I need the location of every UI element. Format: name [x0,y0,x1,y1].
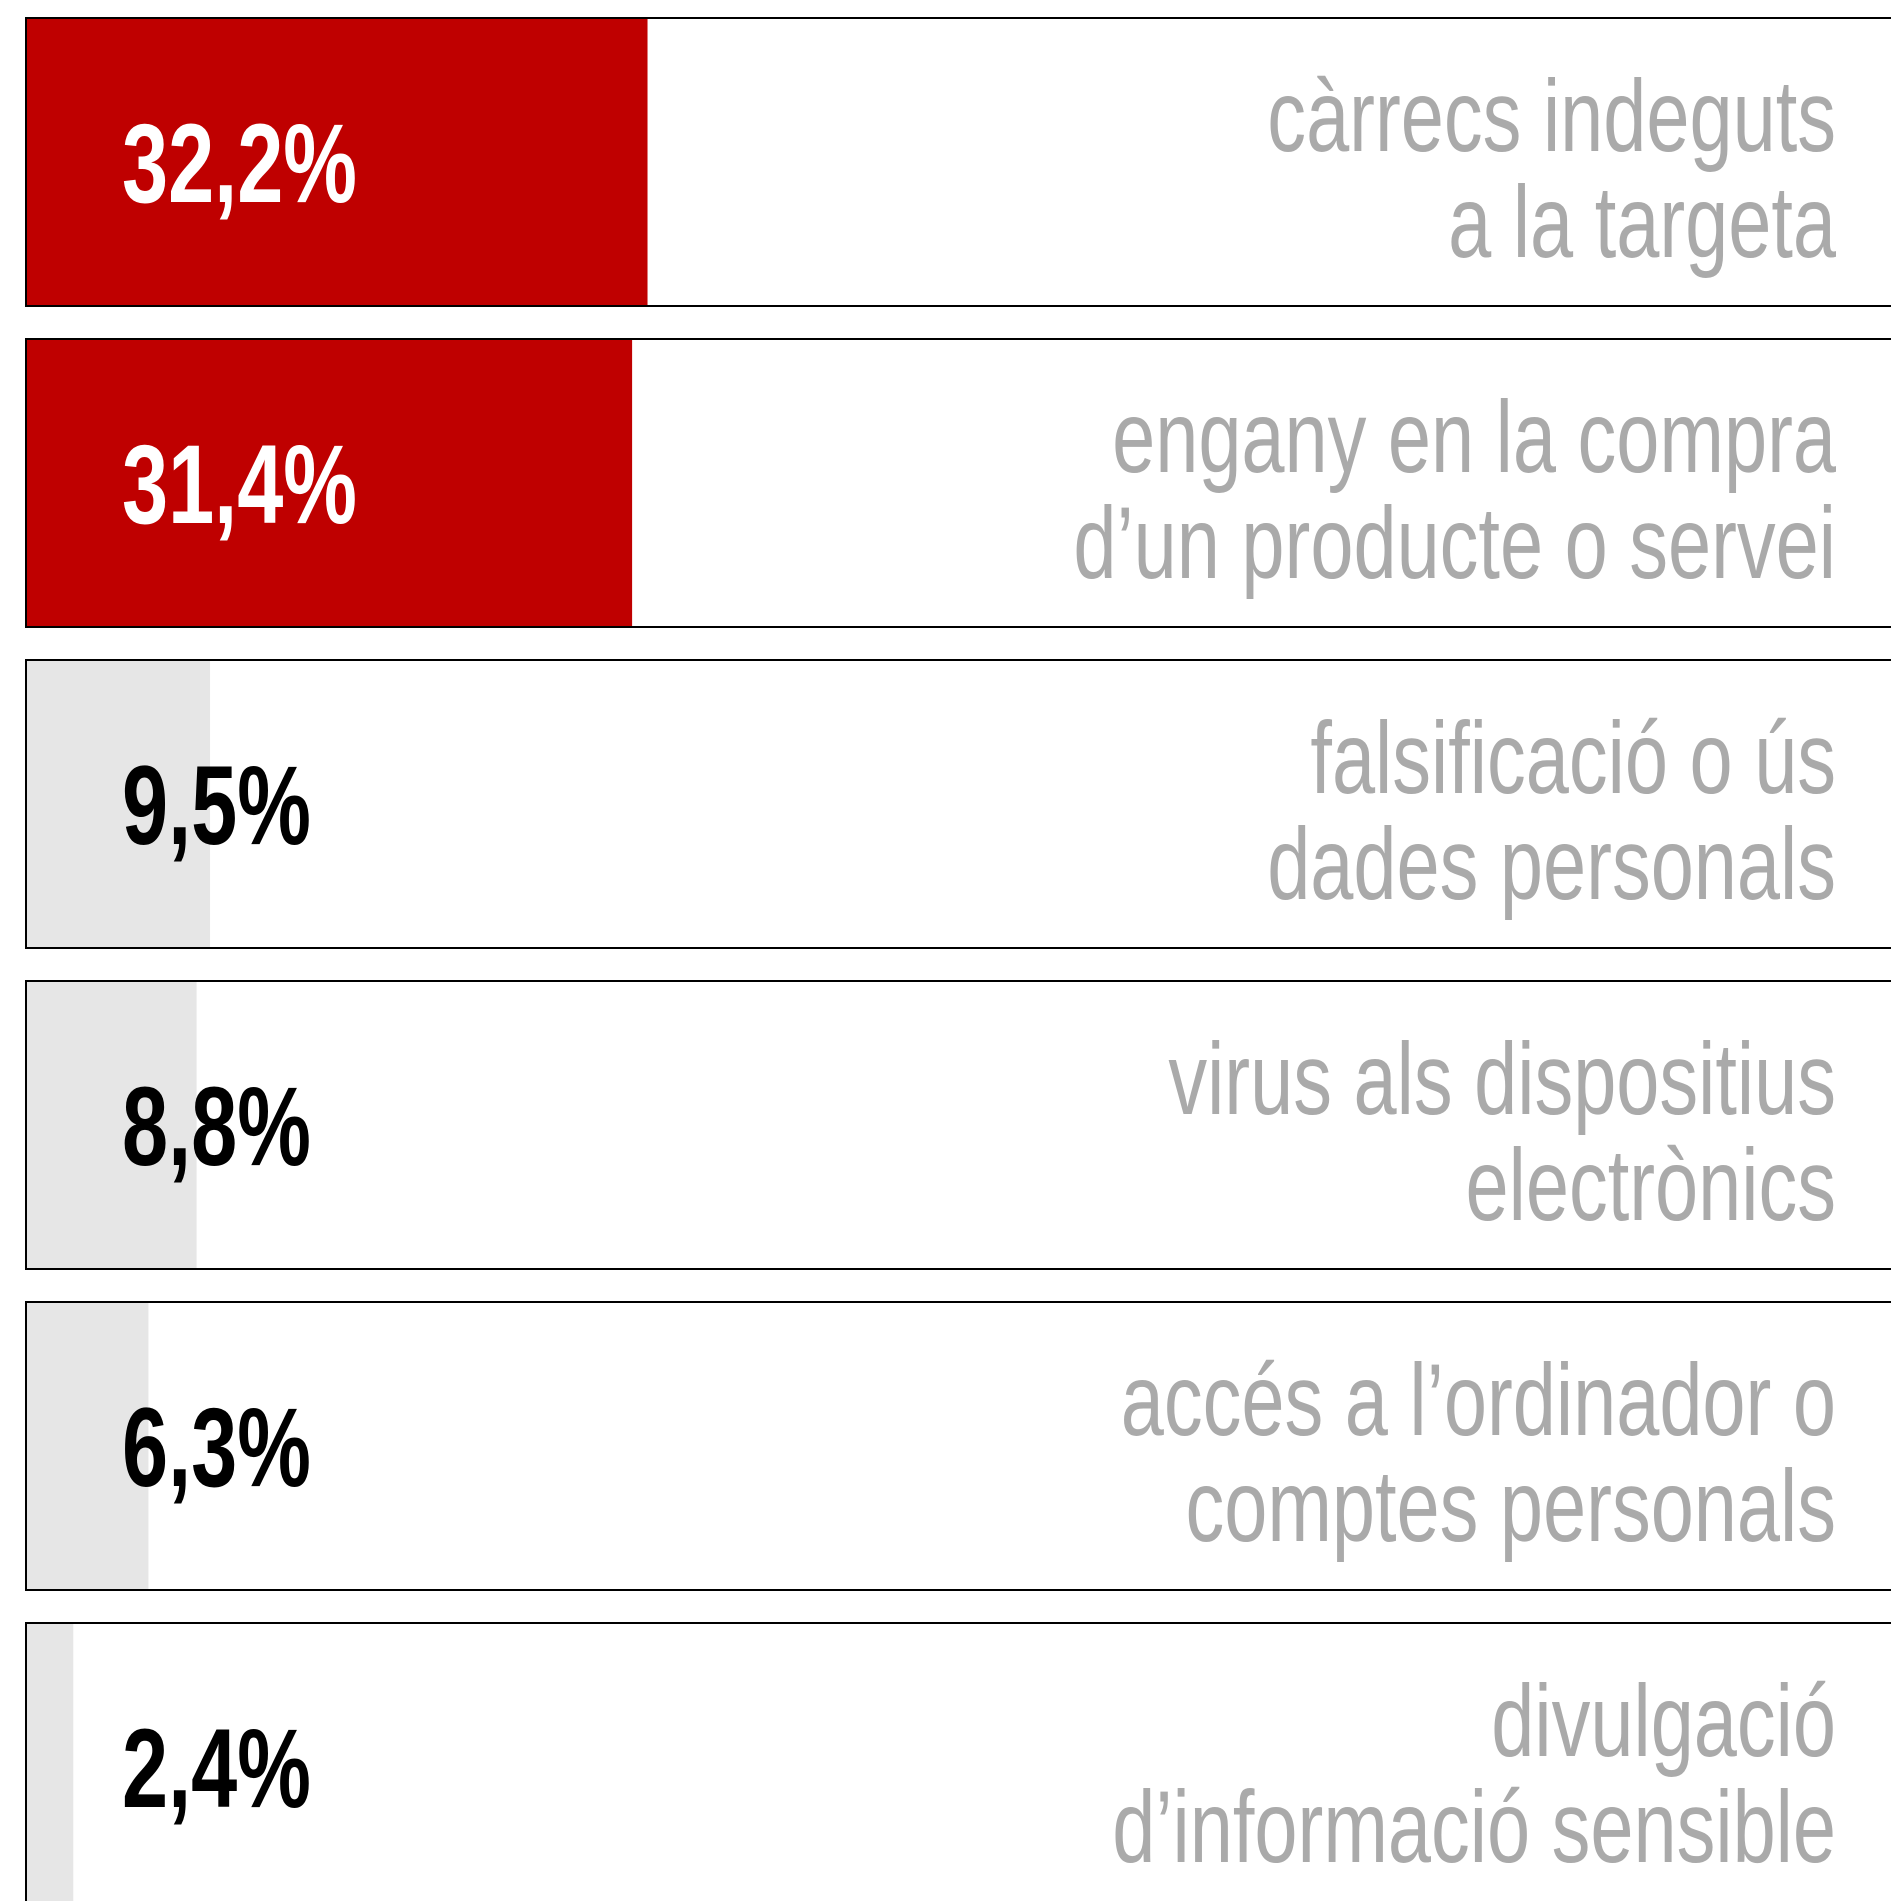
row-frame [25,659,1891,949]
bar [27,340,633,626]
category-label-group: d’un producte o servei [1073,487,1836,601]
category-label: dades personals [1267,808,1836,922]
value-label-group: 32,2% [122,101,357,226]
bar [27,661,211,947]
bar [27,1624,74,1901]
value-label-group: 9,5% [122,743,311,868]
bar [27,1303,149,1589]
value-label-group: 6,3% [122,1385,311,1510]
category-label-group: d’informació sensible [1112,1771,1836,1885]
category-label: virus als dispositius [1168,1023,1836,1137]
category-label-group: divulgació [1491,1665,1836,1779]
category-label: a la targeta [1448,166,1836,280]
value-label: 9,5% [122,743,311,868]
value-label-group: 31,4% [122,422,357,547]
category-label: engany en la compra [1112,381,1836,495]
category-label-group: accés a l’ordinador o [1121,1344,1836,1458]
category-label: divulgació [1491,1665,1836,1779]
value-label: 31,4% [122,422,357,547]
bar [27,19,648,305]
value-label: 8,8% [122,1064,311,1189]
value-label-group: 8,8% [122,1064,311,1189]
row-frame [25,980,1891,1270]
category-label: accés a l’ordinador o [1121,1344,1836,1458]
category-label-group: engany en la compra [1112,381,1836,495]
bar [27,982,197,1268]
value-label: 2,4% [122,1706,311,1831]
value-label: 6,3% [122,1385,311,1510]
category-label-group: dades personals [1267,808,1836,922]
category-label-group: a la targeta [1448,166,1836,280]
category-label: d’informació sensible [1112,1771,1836,1885]
category-label: càrrecs indeguts [1267,60,1836,174]
category-label: d’un producte o servei [1073,487,1836,601]
row-frame [25,1622,1891,1901]
category-label: electrònics [1466,1129,1836,1243]
category-label: falsificació o ús [1310,702,1836,816]
category-label-group: càrrecs indeguts [1267,60,1836,174]
category-label-group: virus als dispositius [1168,1023,1836,1137]
category-label-group: falsificació o ús [1310,702,1836,816]
category-label: comptes personals [1185,1450,1836,1564]
value-label: 32,2% [122,101,357,226]
category-label-group: comptes personals [1185,1450,1836,1564]
value-label-group: 2,4% [122,1706,311,1831]
row-frame [25,1301,1891,1591]
category-label-group: electrònics [1466,1129,1836,1243]
